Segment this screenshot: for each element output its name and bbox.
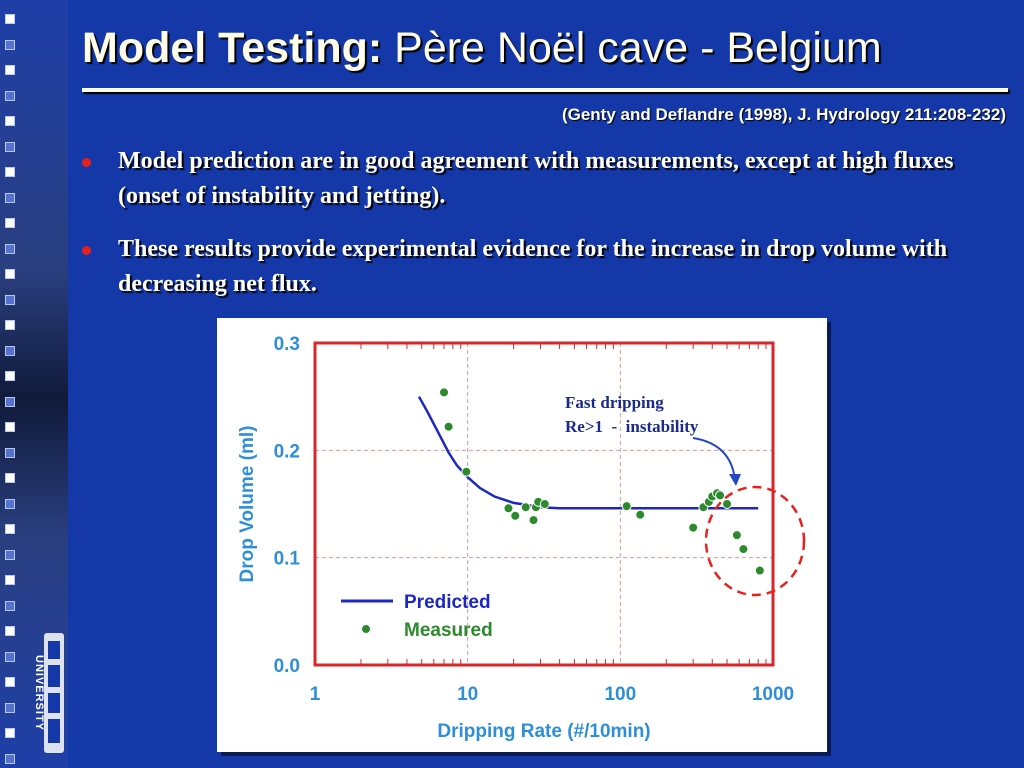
strip-square bbox=[5, 422, 15, 432]
bullet-item: These results provide experimental evide… bbox=[80, 232, 960, 302]
instability-highlight-circle bbox=[704, 485, 806, 597]
y-axis-label: Drop Volume (ml) bbox=[237, 426, 258, 583]
strip-square bbox=[5, 498, 15, 509]
strip-square bbox=[5, 371, 15, 381]
strip-square bbox=[5, 396, 15, 407]
y-tick-label: 0.2 bbox=[274, 441, 300, 462]
x-tick-label: 100 bbox=[604, 684, 636, 705]
strip-square bbox=[5, 345, 15, 356]
slide-title: Model Testing: Père Noël cave - Belgium bbox=[82, 24, 882, 73]
plot-frame bbox=[313, 341, 775, 667]
instability-annotation: Fast dripping Re>1 - instability bbox=[565, 393, 806, 597]
strip-square bbox=[5, 702, 15, 713]
strip-square bbox=[5, 269, 15, 279]
legend: Predicted Measured bbox=[341, 592, 493, 641]
title-underline bbox=[82, 88, 1008, 92]
strip-square bbox=[5, 116, 15, 126]
chart-panel: 1 10 100 1000 0.0 0.1 0.2 0.3 Drop Volume (ml) … bbox=[217, 318, 827, 752]
measured-data-point bbox=[503, 503, 514, 514]
strip-square bbox=[5, 141, 15, 152]
measured-data-point bbox=[715, 490, 726, 501]
strip-square bbox=[5, 39, 15, 50]
y-tick-label: 0.3 bbox=[274, 334, 300, 355]
logo-university-text: UNIVERSITY bbox=[33, 655, 45, 731]
strip-square bbox=[5, 549, 15, 560]
strip-square bbox=[5, 65, 15, 75]
strip-square bbox=[5, 473, 15, 483]
measured-data-point bbox=[688, 522, 699, 533]
strip-square bbox=[5, 651, 15, 662]
strip-square bbox=[5, 294, 15, 305]
measured-data-point bbox=[461, 466, 472, 477]
y-tick-label: 0.0 bbox=[274, 656, 300, 677]
bullet-text: These results provide experimental evide… bbox=[118, 236, 948, 297]
measured-data-point bbox=[443, 421, 454, 432]
strip-square bbox=[5, 626, 15, 636]
strip-square bbox=[5, 167, 15, 177]
measured-data-point bbox=[738, 544, 749, 555]
x-tick-label: 1000 bbox=[752, 684, 794, 705]
strip-square bbox=[5, 447, 15, 458]
measured-data-point bbox=[520, 502, 531, 513]
citation: (Genty and Deflandre (1998), J. Hydrolog… bbox=[561, 105, 1006, 124]
measured-data-point bbox=[510, 510, 521, 521]
strip-square bbox=[5, 728, 15, 738]
strip-square bbox=[5, 192, 15, 203]
strip-square bbox=[5, 218, 15, 228]
y-tick-label: 0.1 bbox=[274, 549, 301, 570]
left-decorative-strip bbox=[0, 0, 68, 768]
title-bold: Model Testing: bbox=[82, 24, 383, 72]
measured-data-point bbox=[439, 387, 450, 398]
title-rest: Père Noël cave - Belgium bbox=[382, 24, 882, 72]
measured-data-point bbox=[539, 499, 550, 509]
strip-square bbox=[5, 243, 15, 254]
bullet-dot-icon bbox=[82, 246, 91, 255]
measured-data-point bbox=[731, 530, 742, 541]
annotation-arrow bbox=[692, 437, 736, 481]
bullet-dot-icon bbox=[82, 158, 91, 167]
strip-square bbox=[5, 524, 15, 534]
annotation-line-1: Fast dripping bbox=[565, 393, 664, 412]
annotation-arrowhead-icon bbox=[729, 474, 741, 486]
predicted-series-line bbox=[417, 396, 759, 510]
bullet-text: Model prediction are in good agreement w… bbox=[118, 148, 954, 209]
measured-data-point bbox=[722, 499, 733, 509]
strip-square bbox=[5, 677, 15, 687]
strip-square bbox=[5, 575, 15, 585]
x-tick-label: 10 bbox=[457, 684, 478, 705]
strip-square bbox=[5, 753, 15, 764]
strip-square bbox=[5, 90, 15, 101]
x-axis-label: Dripping Rate (#/10min) bbox=[437, 721, 650, 742]
measured-data-point bbox=[528, 515, 539, 526]
x-tick-label: 1 bbox=[310, 684, 321, 705]
measured-data-point bbox=[635, 509, 646, 520]
university-logo: UNIVERSITY bbox=[22, 628, 66, 758]
measured-data-point bbox=[621, 501, 632, 512]
strip-square bbox=[5, 320, 15, 330]
strip-square bbox=[5, 14, 15, 24]
legend-measured-marker bbox=[361, 624, 371, 634]
legend-measured-label: Measured bbox=[404, 620, 493, 641]
legend-predicted-label: Predicted bbox=[404, 592, 491, 613]
bullet-item: Model prediction are in good agreement w… bbox=[80, 144, 960, 214]
measured-data-point bbox=[754, 565, 765, 576]
annotation-line-2: Re>1 - instability bbox=[565, 417, 699, 436]
strip-square bbox=[5, 600, 15, 611]
